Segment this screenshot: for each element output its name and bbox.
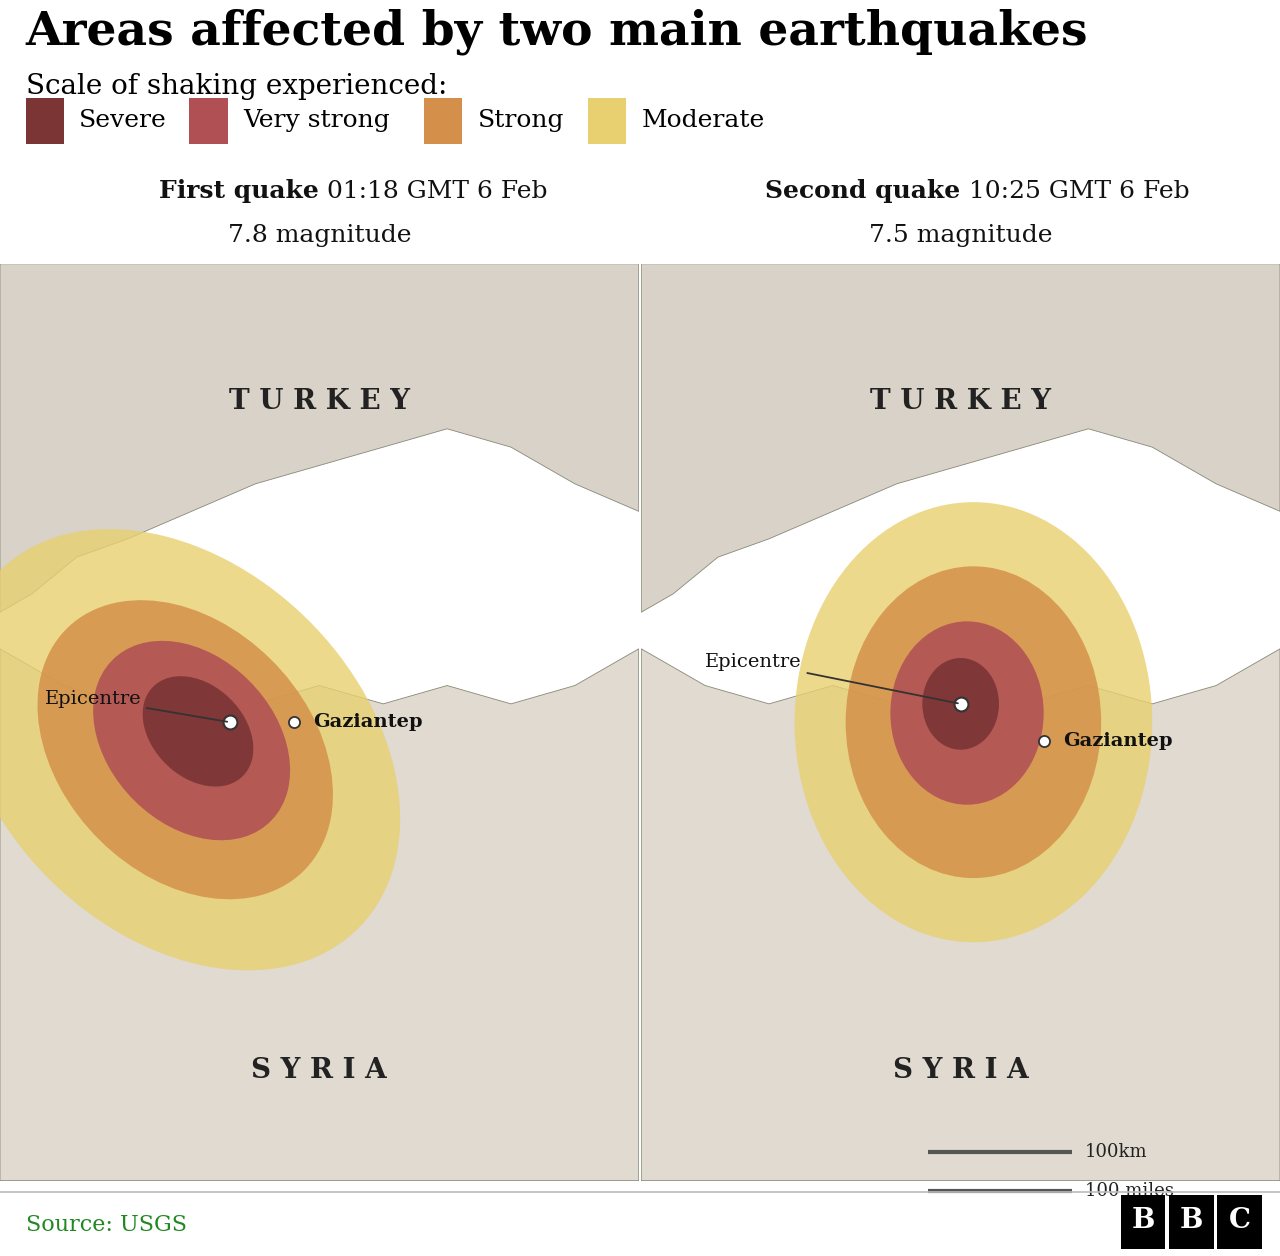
Text: T U R K E Y: T U R K E Y	[229, 388, 410, 414]
Bar	[189, 98, 228, 143]
Bar	[26, 98, 64, 143]
Text: Very strong: Very strong	[243, 109, 390, 132]
Text: B: B	[1132, 1207, 1155, 1235]
Ellipse shape	[93, 641, 291, 840]
Ellipse shape	[923, 658, 998, 750]
Text: Source: USGS: Source: USGS	[26, 1213, 187, 1236]
Text: Gaziantep: Gaziantep	[1062, 731, 1172, 750]
Text: First quake: First quake	[160, 180, 320, 203]
Text: T U R K E Y: T U R K E Y	[870, 388, 1051, 414]
Text: Severe: Severe	[79, 109, 168, 132]
Text: 7.8 magnitude: 7.8 magnitude	[228, 224, 411, 247]
Polygon shape	[0, 264, 639, 612]
Text: Gaziantep: Gaziantep	[314, 713, 422, 731]
Bar	[588, 98, 626, 143]
Text: Epicentre: Epicentre	[705, 653, 957, 703]
Ellipse shape	[795, 502, 1152, 942]
Bar	[1217, 1194, 1262, 1250]
Ellipse shape	[891, 622, 1043, 805]
Text: Strong: Strong	[477, 109, 564, 132]
Polygon shape	[641, 649, 1280, 1181]
Polygon shape	[0, 649, 639, 1181]
Text: 7.5 magnitude: 7.5 magnitude	[869, 224, 1052, 247]
Text: S Y R I A: S Y R I A	[892, 1058, 1029, 1084]
Text: Second quake: Second quake	[765, 180, 960, 203]
Text: Second quake 10:25 GMT 6 Feb: Second quake 10:25 GMT 6 Feb	[641, 180, 1048, 203]
Text: First quake 01:18 GMT 6 Feb: First quake 01:18 GMT 6 Feb	[0, 180, 374, 203]
Ellipse shape	[142, 676, 253, 786]
Text: Scale of shaking experienced:: Scale of shaking experienced:	[26, 73, 447, 100]
Bar	[1121, 1194, 1166, 1250]
Ellipse shape	[37, 600, 333, 899]
Polygon shape	[641, 264, 1280, 612]
Text: 100 miles: 100 miles	[1085, 1182, 1174, 1199]
Text: Areas affected by two main earthquakes: Areas affected by two main earthquakes	[26, 8, 1088, 55]
Text: C: C	[1229, 1207, 1251, 1235]
Text: 01:18 GMT 6 Feb: 01:18 GMT 6 Feb	[320, 180, 548, 203]
Text: S Y R I A: S Y R I A	[251, 1058, 388, 1084]
Text: Epicentre: Epicentre	[45, 690, 228, 722]
Text: 100km: 100km	[1085, 1143, 1147, 1161]
Text: B: B	[1180, 1207, 1203, 1235]
Ellipse shape	[0, 529, 401, 971]
Ellipse shape	[846, 566, 1101, 878]
Text: 10:25 GMT 6 Feb: 10:25 GMT 6 Feb	[960, 180, 1189, 203]
Bar	[424, 98, 462, 143]
Text: Moderate: Moderate	[641, 109, 764, 132]
Bar	[1169, 1194, 1213, 1250]
